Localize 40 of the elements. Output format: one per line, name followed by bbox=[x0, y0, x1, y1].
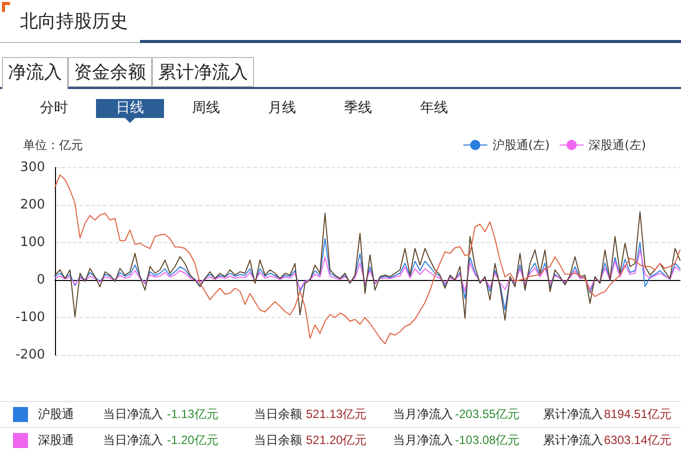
text: 521.13亿元 bbox=[306, 407, 367, 422]
text: 521.20亿元 bbox=[306, 433, 367, 448]
line-series bbox=[54, 211, 680, 321]
text: 沪股通 bbox=[38, 407, 74, 422]
text: 当日余额 bbox=[254, 407, 302, 422]
text: -203.55亿元 bbox=[455, 407, 520, 422]
text: 季线 bbox=[343, 99, 373, 118]
text: 年线 bbox=[419, 99, 449, 118]
text: 8194.51亿元 bbox=[604, 407, 672, 422]
text: 月线 bbox=[267, 99, 297, 118]
text: 当日余额 bbox=[254, 433, 302, 448]
text: -1.13亿元 bbox=[167, 407, 218, 422]
tab: 资金余额 bbox=[68, 57, 152, 87]
y-tick-label: 0 bbox=[36, 272, 45, 288]
text: -1.20亿元 bbox=[167, 433, 218, 448]
y-tick-label: -200 bbox=[15, 348, 45, 362]
text: 分时 bbox=[39, 99, 69, 118]
text: 当月净流入 bbox=[393, 407, 453, 422]
text: 累计净流入 bbox=[543, 433, 603, 448]
y-tick-label: 100 bbox=[20, 235, 45, 250]
text: 当月净流入 bbox=[393, 433, 453, 448]
y-tick-label: -100 bbox=[15, 310, 45, 325]
text: 深股通 bbox=[38, 433, 74, 448]
text: 周线 bbox=[191, 99, 221, 118]
tab: 累计净流入 bbox=[152, 57, 254, 87]
line-series bbox=[54, 250, 680, 292]
legend-label: 沪股通(左) bbox=[492, 138, 550, 152]
chart-title: 北向持股历史 bbox=[20, 10, 128, 34]
button: 日线 bbox=[96, 99, 164, 118]
text: 累计净流入 bbox=[543, 407, 603, 422]
text: -103.08亿元 bbox=[455, 433, 520, 448]
text: 当日净流入 bbox=[103, 433, 163, 448]
text: 当日净流入 bbox=[103, 407, 163, 422]
text: 6303.14亿元 bbox=[604, 433, 672, 448]
legend-label: 深股通(左) bbox=[588, 138, 646, 152]
tab: 净流入 bbox=[2, 57, 68, 89]
y-axis-title: 单位：亿元 bbox=[23, 138, 83, 152]
line-series bbox=[54, 174, 680, 344]
y-tick-label: 300 bbox=[20, 160, 45, 175]
y-tick-label: 200 bbox=[20, 198, 45, 212]
